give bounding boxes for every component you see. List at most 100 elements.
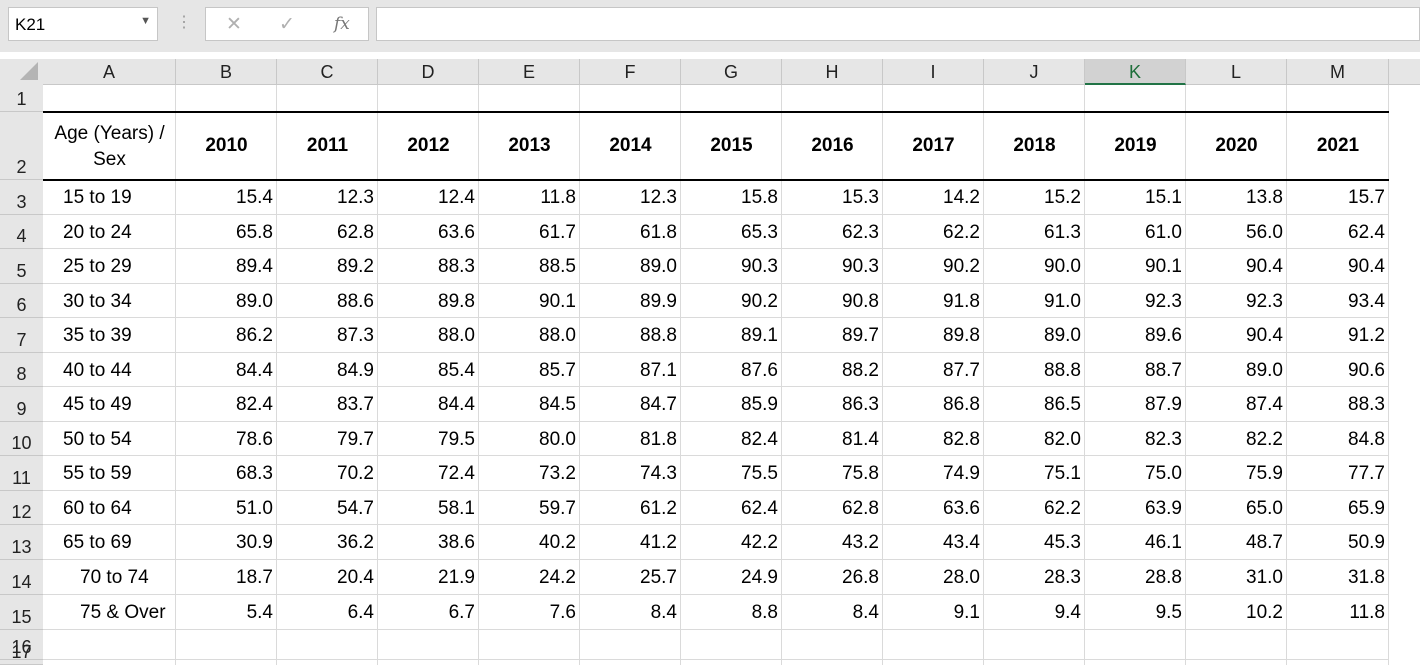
year-header-cell[interactable]: 2011 [306, 135, 349, 156]
value-cell[interactable]: 89.8 [943, 325, 980, 346]
year-header-cell[interactable]: 2015 [710, 135, 753, 156]
value-cell[interactable]: 88.5 [539, 256, 576, 277]
value-cell[interactable]: 80.0 [539, 429, 576, 450]
row-header-3[interactable]: 3 [0, 180, 43, 215]
value-cell[interactable]: 15.8 [741, 187, 778, 208]
year-header-cell[interactable]: 2018 [1013, 135, 1056, 156]
value-cell[interactable]: 86.8 [943, 394, 980, 415]
value-cell[interactable]: 62.4 [741, 498, 778, 519]
column-header-f[interactable]: F [580, 59, 681, 85]
column-header-i[interactable]: I [883, 59, 984, 85]
row-header-17[interactable]: 17 [0, 642, 43, 665]
value-cell[interactable]: 56.0 [1246, 222, 1283, 243]
value-cell[interactable]: 89.4 [236, 256, 273, 277]
value-cell[interactable]: 5.4 [246, 602, 273, 623]
value-cell[interactable]: 90.6 [1348, 360, 1385, 381]
value-cell[interactable]: 15.1 [1145, 187, 1182, 208]
value-cell[interactable]: 61.2 [640, 498, 677, 519]
value-cell[interactable]: 10.2 [1246, 602, 1283, 623]
age-group-cell[interactable]: 25 to 29 [63, 256, 132, 277]
age-group-cell[interactable]: 75 & Over [80, 602, 166, 623]
value-cell[interactable]: 13.8 [1246, 187, 1283, 208]
year-header-cell[interactable]: 2010 [205, 135, 248, 156]
value-cell[interactable]: 31.0 [1246, 567, 1283, 588]
row-header-15[interactable]: 15 [0, 595, 43, 630]
value-cell[interactable]: 82.4 [741, 429, 778, 450]
value-cell[interactable]: 90.4 [1348, 256, 1385, 277]
value-cell[interactable]: 92.3 [1145, 291, 1182, 312]
value-cell[interactable]: 87.7 [943, 360, 980, 381]
value-cell[interactable]: 88.0 [438, 325, 475, 346]
year-header-cell[interactable]: 2019 [1114, 135, 1157, 156]
value-cell[interactable]: 75.5 [741, 463, 778, 484]
column-header-e[interactable]: E [479, 59, 580, 85]
value-cell[interactable]: 18.7 [236, 567, 273, 588]
value-cell[interactable]: 89.0 [1044, 325, 1081, 346]
value-cell[interactable]: 90.2 [943, 256, 980, 277]
year-header-cell[interactable]: 2021 [1316, 135, 1360, 156]
value-cell[interactable]: 62.2 [943, 222, 980, 243]
year-header-cell[interactable]: 2012 [407, 135, 450, 156]
value-cell[interactable]: 90.1 [1145, 256, 1182, 277]
value-cell[interactable]: 86.5 [1044, 394, 1081, 415]
value-cell[interactable]: 81.8 [640, 429, 677, 450]
year-header-cell[interactable]: 2014 [609, 135, 652, 156]
value-cell[interactable]: 87.6 [741, 360, 778, 381]
column-header-k[interactable]: K [1085, 59, 1186, 85]
value-cell[interactable]: 6.4 [347, 602, 374, 623]
age-group-cell[interactable]: 35 to 39 [63, 325, 132, 346]
value-cell[interactable]: 90.2 [741, 291, 778, 312]
value-cell[interactable]: 83.7 [337, 394, 374, 415]
value-cell[interactable]: 11.8 [540, 187, 576, 208]
value-cell[interactable]: 90.0 [1044, 256, 1081, 277]
value-cell[interactable]: 88.8 [1044, 360, 1081, 381]
row-header-14[interactable]: 14 [0, 560, 43, 595]
value-cell[interactable]: 62.4 [1348, 222, 1385, 243]
value-cell[interactable]: 90.1 [539, 291, 576, 312]
value-cell[interactable]: 88.0 [539, 325, 576, 346]
value-cell[interactable]: 90.4 [1246, 325, 1283, 346]
row-header-11[interactable]: 11 [0, 456, 43, 491]
age-group-cell[interactable]: 60 to 64 [63, 498, 132, 519]
value-cell[interactable]: 84.5 [539, 394, 576, 415]
cancel-icon[interactable]: ✕ [226, 14, 242, 35]
value-cell[interactable]: 82.2 [1246, 429, 1283, 450]
value-cell[interactable]: 9.4 [1054, 602, 1081, 623]
value-cell[interactable]: 86.2 [236, 325, 273, 346]
value-cell[interactable]: 43.2 [842, 532, 879, 553]
value-cell[interactable]: 87.3 [337, 325, 374, 346]
value-cell[interactable]: 87.9 [1145, 394, 1182, 415]
value-cell[interactable]: 63.9 [1145, 498, 1182, 519]
value-cell[interactable]: 30.9 [236, 532, 273, 553]
value-cell[interactable]: 77.7 [1348, 463, 1385, 484]
value-cell[interactable]: 12.3 [640, 187, 677, 208]
value-cell[interactable]: 65.9 [1348, 498, 1385, 519]
value-cell[interactable]: 26.8 [842, 567, 879, 588]
age-group-cell[interactable]: 55 to 59 [63, 463, 132, 484]
value-cell[interactable]: 82.0 [1044, 429, 1081, 450]
value-cell[interactable]: 8.8 [751, 602, 778, 623]
value-cell[interactable]: 62.3 [842, 222, 879, 243]
row-header-16[interactable]: 16 [0, 630, 43, 660]
value-cell[interactable]: 88.3 [1348, 394, 1385, 415]
value-cell[interactable]: 62.8 [337, 222, 374, 243]
value-cell[interactable]: 84.7 [640, 394, 677, 415]
value-cell[interactable]: 24.9 [741, 567, 778, 588]
value-cell[interactable]: 15.7 [1348, 187, 1385, 208]
value-cell[interactable]: 12.3 [337, 187, 374, 208]
value-cell[interactable]: 75.9 [1246, 463, 1283, 484]
value-cell[interactable]: 24.2 [539, 567, 576, 588]
confirm-icon[interactable]: ✓ [279, 14, 295, 35]
row-header-6[interactable]: 6 [0, 284, 43, 318]
value-cell[interactable]: 61.7 [539, 222, 576, 243]
formula-input[interactable] [376, 7, 1420, 41]
row-header-13[interactable]: 13 [0, 525, 43, 560]
value-cell[interactable]: 74.3 [640, 463, 677, 484]
year-header-cell[interactable]: 2017 [912, 135, 955, 156]
value-cell[interactable]: 93.4 [1348, 291, 1385, 312]
value-cell[interactable]: 59.7 [539, 498, 576, 519]
value-cell[interactable]: 42.2 [741, 532, 778, 553]
age-sex-header[interactable]: Age (Years) / Sex [43, 121, 176, 173]
value-cell[interactable]: 61.8 [640, 222, 677, 243]
value-cell[interactable]: 45.3 [1044, 532, 1081, 553]
